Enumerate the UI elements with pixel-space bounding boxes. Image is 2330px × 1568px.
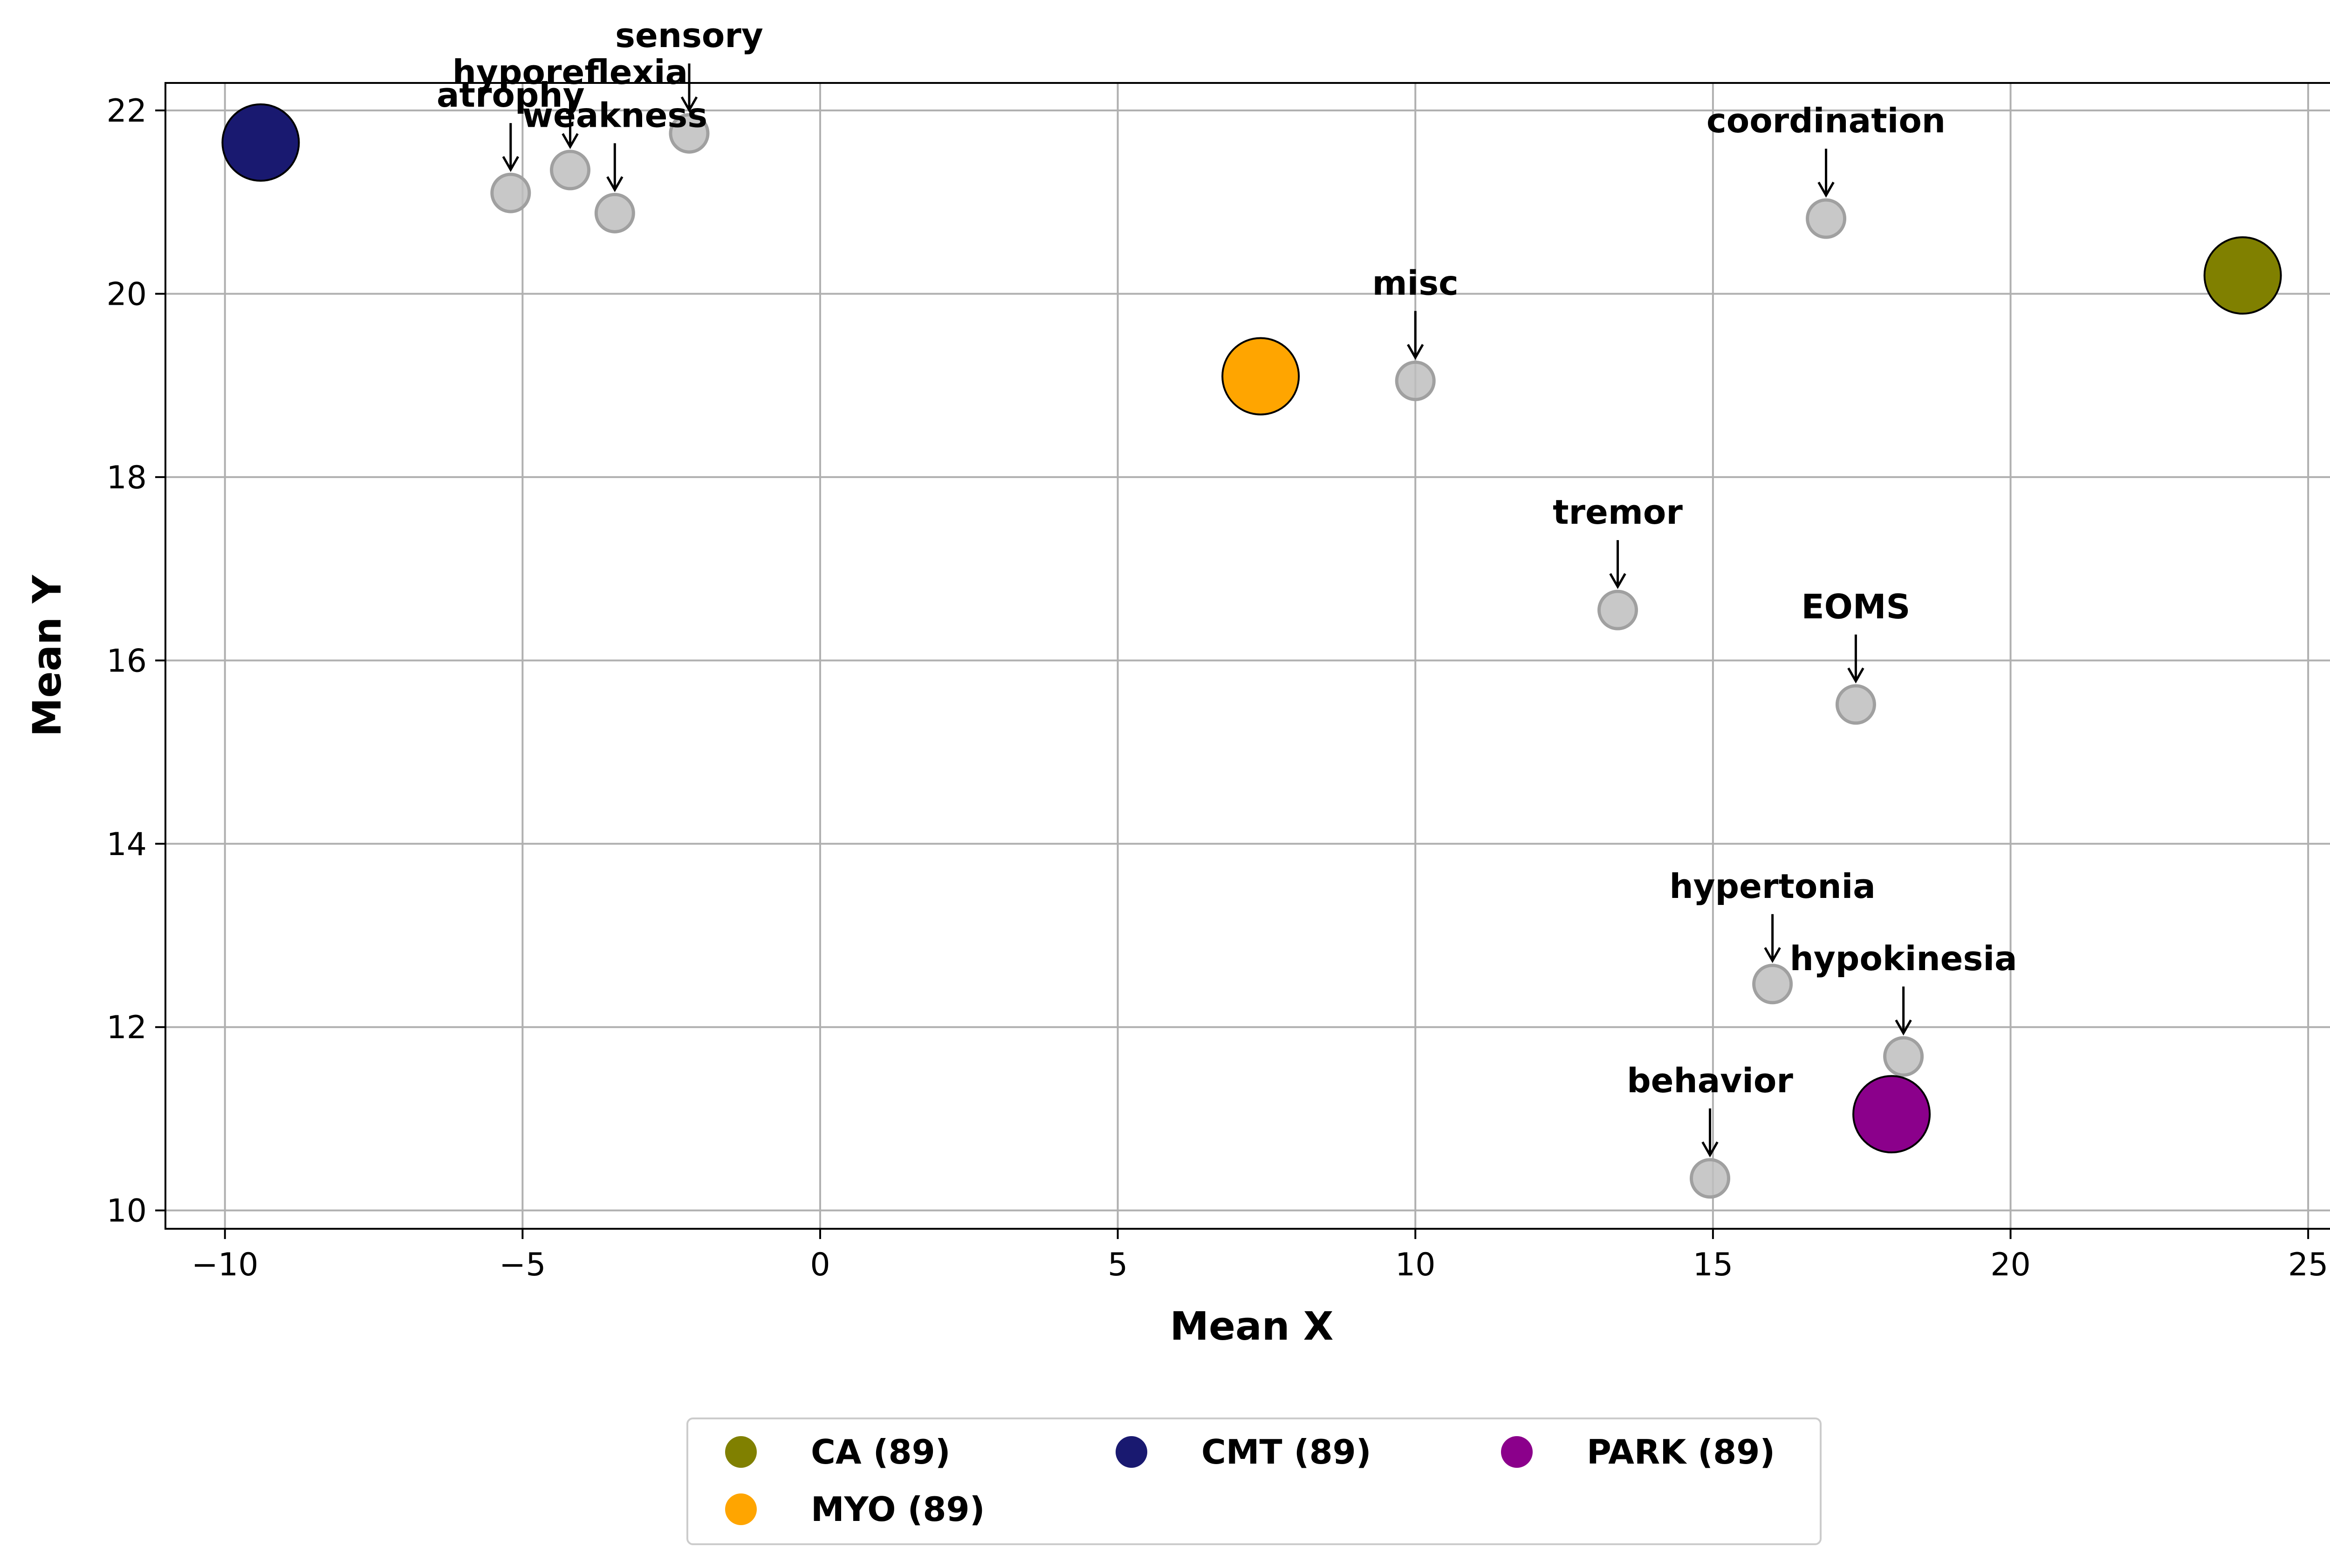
grid (165, 83, 2330, 1229)
x-tick-label: 5 (1108, 1246, 1128, 1283)
x-tick-label: 15 (1693, 1246, 1734, 1283)
symptom-label: tremor (1553, 493, 1683, 532)
plot-frame (164, 82, 2330, 1230)
x-tick-label: −10 (192, 1246, 259, 1283)
x-tick-label: 25 (2288, 1246, 2329, 1283)
symptom-label: behavior (1627, 1061, 1793, 1100)
x-tick-label: 10 (1395, 1246, 1436, 1283)
y-tick-label: 16 (106, 643, 147, 679)
x-tick-label: 0 (810, 1246, 830, 1283)
x-tick-label: 20 (1990, 1246, 2031, 1283)
y-tick-label: 10 (106, 1193, 147, 1230)
axis-ticks: −10 −5 0 5 10 15 20 25 10 12 14 16 18 20 22 (106, 93, 2328, 1283)
annotation-arrowhead (562, 133, 579, 149)
y-tick-label: 18 (106, 459, 147, 496)
annotation-arrowhead (1764, 947, 1781, 963)
legend: CA (89) CMT (89) PARK (89) MYO (89) (686, 1417, 1822, 1545)
x-tick-label: −5 (499, 1246, 546, 1283)
annotation-arrowhead (1609, 573, 1626, 589)
symptom-label: EOMS (1801, 587, 1910, 626)
annotation-arrowhead (1817, 181, 1835, 198)
symptom-point (669, 113, 710, 154)
symptom-points (490, 113, 1924, 1199)
legend-marker (725, 1436, 757, 1468)
symptom-point (1752, 964, 1793, 1005)
annotation-arrowhead (502, 156, 519, 172)
symptom-point (1883, 1036, 1924, 1077)
annotation-arrowhead (1407, 344, 1424, 360)
symptom-point (1395, 360, 1436, 401)
legend-label: CMT (89) (1201, 1432, 1371, 1472)
x-axis-label: Mean X (1170, 1303, 1333, 1349)
symptom-point (490, 172, 531, 213)
y-tick-label: 12 (106, 1009, 147, 1046)
symptom-point (550, 150, 591, 191)
symptom-label: weakness (522, 96, 708, 135)
legend-label: PARK (89) (1587, 1432, 1775, 1472)
group-point (221, 103, 300, 182)
group-point (1852, 1075, 1931, 1154)
legend-label: MYO (89) (811, 1490, 985, 1529)
legend-marker (1116, 1436, 1147, 1468)
legend-marker (725, 1493, 757, 1525)
annotation-arrowhead (680, 96, 698, 113)
legend-box (686, 1417, 1822, 1545)
symptom-point (1689, 1158, 1730, 1199)
group-points (221, 103, 2282, 1154)
y-tick-label: 20 (106, 276, 147, 313)
symptom-point (1597, 589, 1638, 630)
symptom-label: hyporeflexia (452, 53, 688, 92)
symptom-label: hypokinesia (1790, 939, 2017, 978)
y-tick-label: 22 (106, 93, 147, 130)
symptom-point (1835, 684, 1876, 725)
group-point (2203, 236, 2282, 315)
symptom-label: sensory (615, 16, 763, 55)
symptom-label: misc (1372, 263, 1459, 302)
symptom-label: hypertonia (1669, 867, 1875, 906)
annotation-arrowhead (606, 176, 624, 192)
annotation-arrowhead (1847, 667, 1864, 684)
annotation-arrowhead (1895, 1019, 1912, 1036)
y-tick-label: 14 (106, 826, 147, 863)
symptom-point (1806, 198, 1847, 239)
group-point (1221, 337, 1300, 416)
symptom-label: coordination (1706, 101, 1946, 140)
legend-label: CA (89) (811, 1432, 951, 1472)
y-axis-label: Mean Y (24, 575, 70, 737)
annotation-arrowhead (1701, 1141, 1719, 1157)
legend-marker (1501, 1436, 1533, 1468)
symptom-point (594, 192, 635, 233)
